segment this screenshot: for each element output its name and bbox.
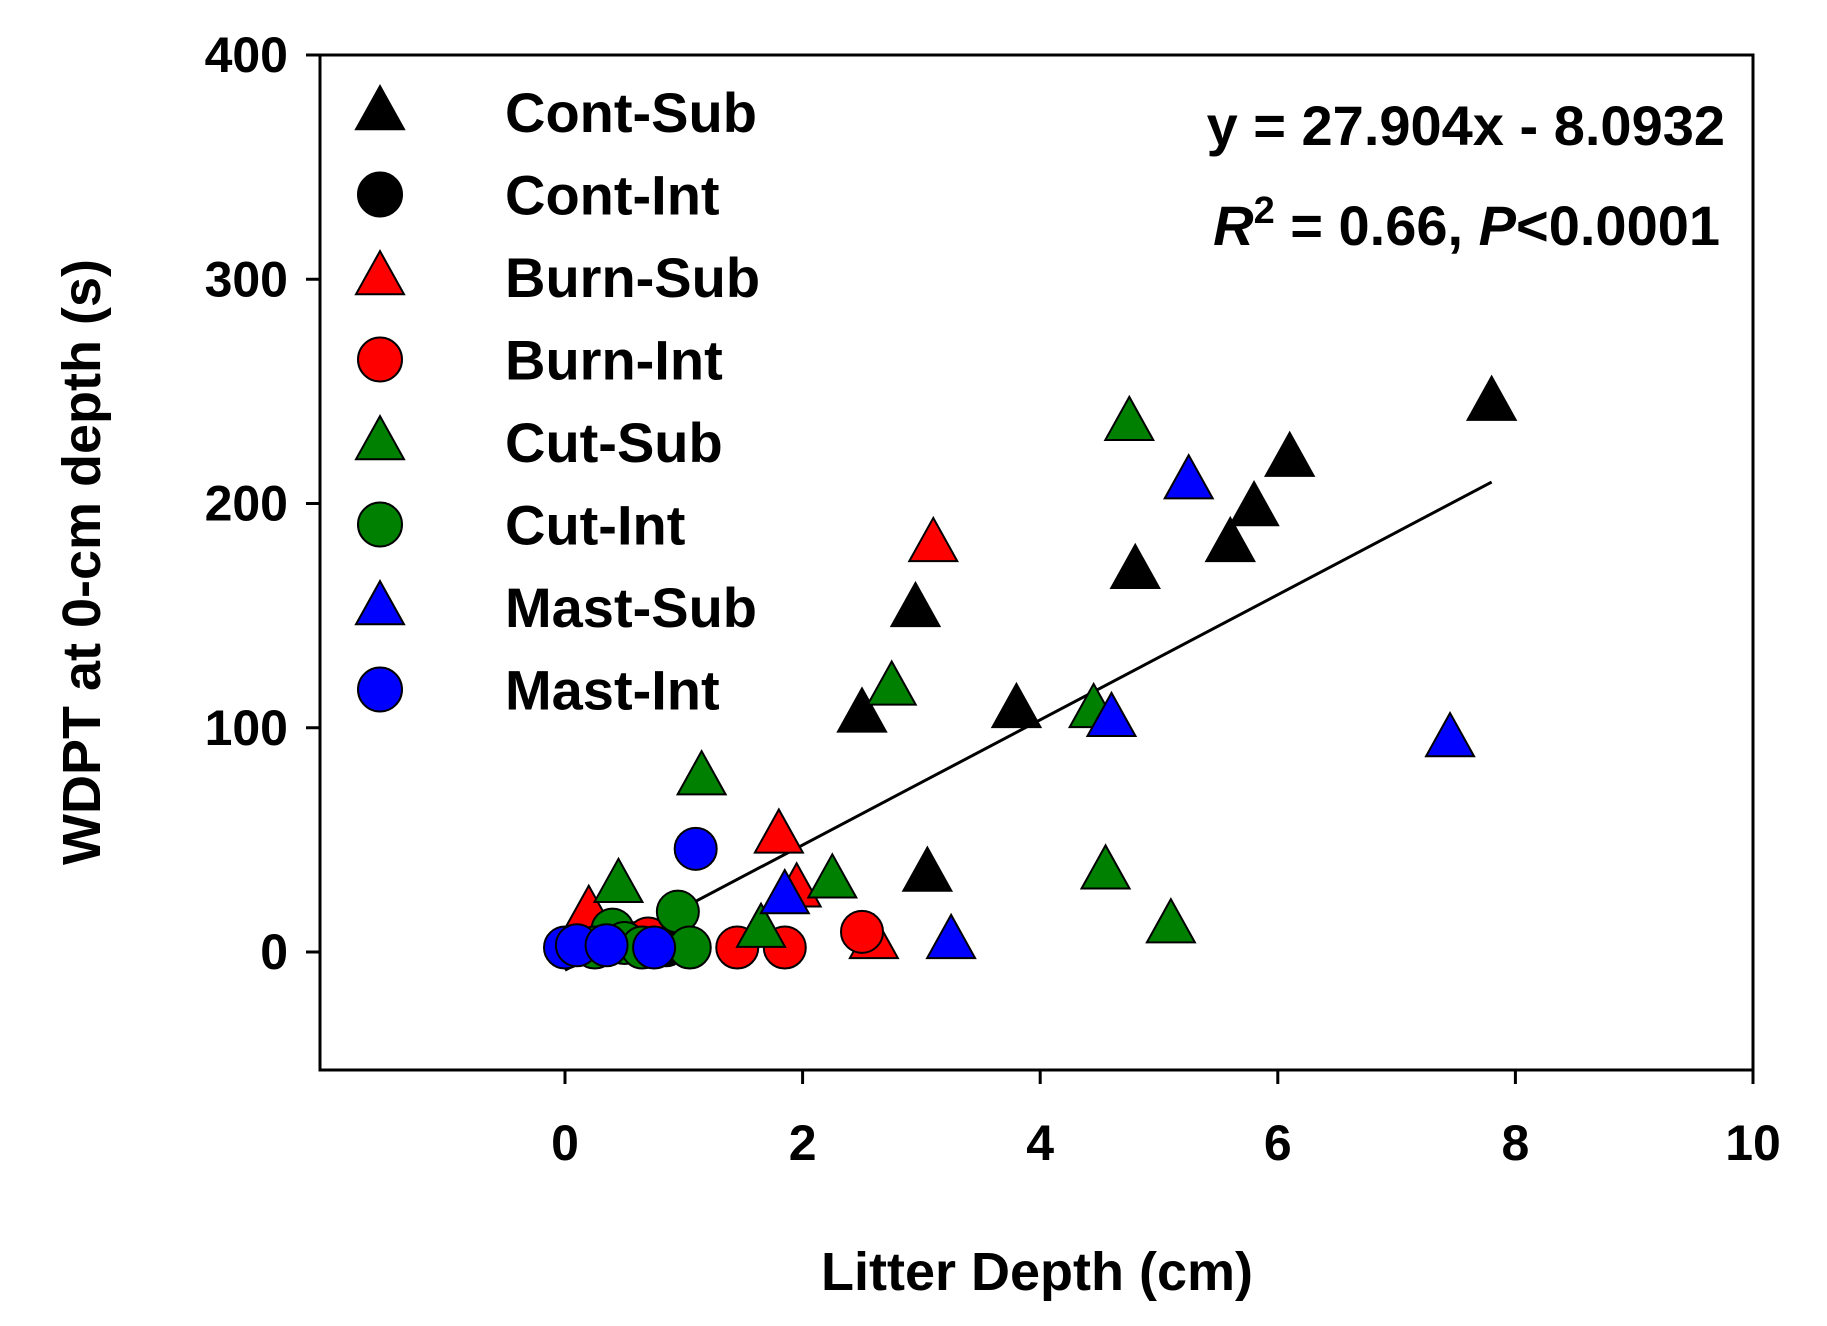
y-tick-label: 300 bbox=[205, 251, 288, 307]
data-point-triangle bbox=[806, 852, 858, 899]
data-point-triangle bbox=[753, 807, 805, 854]
data-point-triangle bbox=[1145, 897, 1197, 944]
data-point-triangle bbox=[592, 856, 645, 904]
data-point-triangle bbox=[925, 912, 977, 960]
legend-marker-triangle bbox=[354, 249, 406, 296]
regression-equation: y = 27.904x - 8.0932 bbox=[1207, 94, 1725, 157]
y-axis-title: WDPT at 0-cm depth (s) bbox=[52, 259, 112, 865]
legend-marker-triangle bbox=[354, 579, 406, 626]
y-tick-label: 200 bbox=[205, 476, 288, 532]
series-cont-sub bbox=[836, 374, 1518, 892]
series-mast-sub bbox=[759, 453, 1476, 960]
x-tick-label: 2 bbox=[789, 1115, 817, 1171]
x-tick-label: 6 bbox=[1264, 1115, 1292, 1171]
p-symbol: P bbox=[1479, 194, 1517, 257]
x-tick-label: 0 bbox=[551, 1115, 579, 1171]
r2-exponent: 2 bbox=[1254, 190, 1275, 232]
data-point-triangle bbox=[1424, 710, 1476, 758]
x-axis-title: Litter Depth (cm) bbox=[821, 1242, 1253, 1302]
series-mast-int bbox=[543, 826, 718, 970]
legend-marker-triangle bbox=[354, 84, 406, 131]
data-point-triangle bbox=[907, 515, 959, 563]
data-point-circle bbox=[584, 923, 629, 968]
legend-label: Cont-Sub bbox=[505, 81, 757, 144]
data-point-triangle bbox=[1109, 542, 1161, 590]
data-point-triangle bbox=[675, 749, 728, 796]
legend-label: Burn-Int bbox=[505, 329, 723, 392]
r2-symbol: R bbox=[1213, 194, 1254, 257]
legend-marker-circle bbox=[357, 171, 403, 218]
y-tick-label: 400 bbox=[205, 27, 288, 83]
r2-value: = 0.66, bbox=[1275, 194, 1479, 257]
legend-label: Cont-Int bbox=[505, 164, 720, 227]
legend-label: Mast-Int bbox=[505, 659, 720, 722]
data-point-triangle bbox=[1085, 690, 1138, 738]
data-point-triangle bbox=[1204, 515, 1256, 563]
data-point-triangle bbox=[1263, 430, 1316, 477]
legend: Cont-Sub Cont-Int Burn-Sub Burn-Int Cut-Sub C… bbox=[354, 81, 760, 722]
legend-label: Cut-Sub bbox=[505, 411, 723, 474]
legend-marker-triangle bbox=[354, 414, 406, 461]
data-point-triangle bbox=[759, 867, 811, 915]
legend-marker-circle bbox=[357, 336, 403, 383]
data-point-circle bbox=[632, 925, 677, 970]
data-point-triangle bbox=[1163, 453, 1215, 500]
plot-frame bbox=[318, 53, 1755, 1072]
data-point-triangle bbox=[735, 901, 787, 948]
data-point-circle bbox=[673, 826, 718, 871]
legend-marker-circle bbox=[357, 666, 403, 713]
y-tick-label: 100 bbox=[205, 700, 288, 756]
x-tick-label: 10 bbox=[1725, 1115, 1781, 1171]
data-point-triangle bbox=[1228, 480, 1280, 527]
y-tick-label: 0 bbox=[260, 924, 288, 980]
regression-stats: R2 = 0.66, P<0.0001 bbox=[1213, 190, 1720, 257]
x-tick-label: 4 bbox=[1026, 1115, 1054, 1171]
data-point-triangle bbox=[1079, 843, 1132, 890]
data-point-triangle bbox=[1465, 374, 1518, 421]
data-point-triangle bbox=[990, 681, 1043, 729]
legend-label: Mast-Sub bbox=[505, 576, 757, 639]
data-point-triangle bbox=[1103, 394, 1155, 442]
legend-label: Cut-Int bbox=[505, 494, 685, 557]
points-layer bbox=[543, 374, 1518, 970]
data-point-triangle bbox=[836, 686, 888, 733]
data-point-circle bbox=[840, 909, 884, 954]
p-value: <0.0001 bbox=[1516, 194, 1720, 257]
legend-label: Burn-Sub bbox=[505, 246, 760, 309]
data-point-triangle bbox=[901, 845, 954, 892]
legend-marker-circle bbox=[357, 501, 403, 548]
data-point-triangle bbox=[889, 580, 942, 628]
x-tick-label: 8 bbox=[1501, 1115, 1529, 1171]
data-point-triangle bbox=[866, 659, 918, 706]
